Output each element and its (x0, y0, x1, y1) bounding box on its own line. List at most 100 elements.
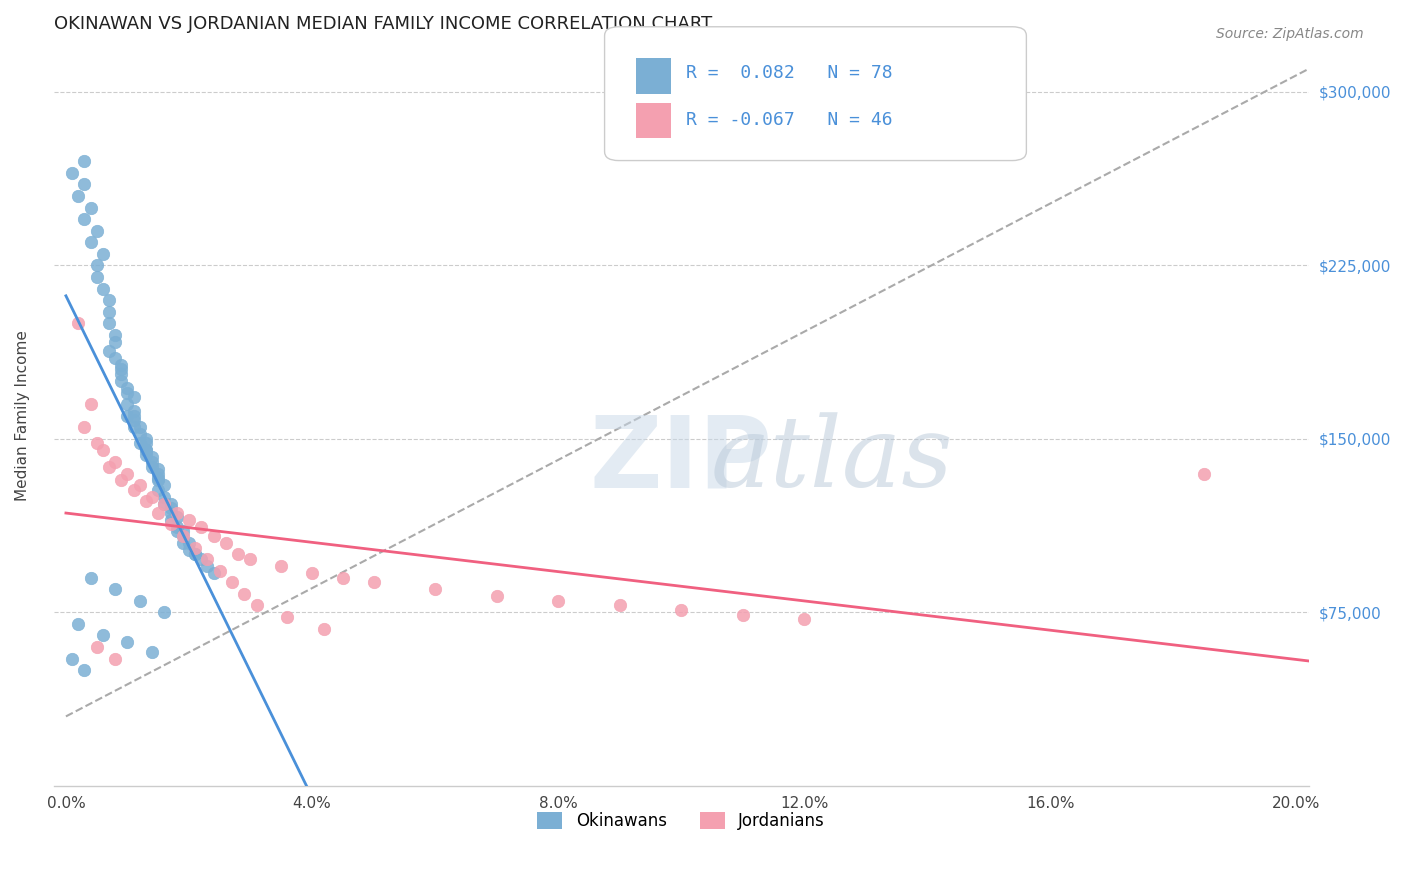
Point (172, 524, 194, 539)
Point (98, 304, 121, 318)
Point (239, 552, 262, 566)
Point (135, 436, 157, 450)
Point (117, 381, 139, 395)
Point (122, 404, 145, 418)
Point (215, 536, 238, 550)
Point (91, 628, 114, 642)
Point (233, 587, 256, 601)
Point (332, 571, 354, 585)
Point (148, 471, 170, 485)
Point (128, 478, 150, 492)
Point (128, 593, 150, 607)
Point (110, 358, 132, 372)
Point (110, 362, 132, 376)
Text: ZIP: ZIP (589, 411, 773, 508)
Point (148, 483, 170, 497)
Point (1192, 467, 1215, 481)
Point (98, 343, 121, 358)
Point (104, 582, 127, 597)
Point (184, 548, 207, 562)
Text: atlas: atlas (710, 412, 953, 508)
Point (159, 513, 181, 527)
Point (153, 497, 176, 511)
Point (153, 478, 176, 492)
Point (141, 645, 163, 659)
Point (73, 420, 96, 434)
Point (67, 316, 90, 330)
Point (190, 520, 212, 534)
Point (110, 474, 132, 488)
Point (208, 564, 231, 578)
Legend: Okinawans, Jordanians: Okinawans, Jordanians (530, 805, 832, 837)
Point (141, 490, 163, 504)
Point (159, 506, 181, 520)
Point (91, 281, 114, 295)
Point (67, 616, 90, 631)
Point (79, 201, 101, 215)
Point (172, 529, 194, 543)
Point (226, 548, 249, 562)
Point (148, 462, 170, 476)
Point (86, 436, 108, 450)
Point (166, 510, 188, 524)
Point (177, 536, 200, 550)
Point (135, 432, 157, 446)
Point (86, 269, 108, 284)
Point (159, 497, 181, 511)
Point (547, 593, 569, 607)
Point (141, 459, 163, 474)
Point (177, 542, 200, 557)
Point (79, 397, 101, 411)
Point (363, 575, 385, 590)
Point (86, 640, 108, 654)
Point (122, 483, 145, 497)
Point (731, 607, 754, 622)
Point (423, 582, 446, 597)
Point (104, 351, 127, 365)
Point (148, 474, 170, 488)
Point (166, 524, 188, 539)
Point (314, 622, 336, 636)
Point (148, 467, 170, 481)
Point (246, 599, 269, 613)
Point (91, 443, 114, 458)
Point (104, 327, 127, 342)
Point (202, 566, 225, 580)
Point (104, 455, 127, 469)
Point (122, 409, 145, 423)
Point (184, 541, 207, 555)
Point (122, 413, 145, 427)
Point (135, 494, 157, 508)
Point (184, 548, 207, 562)
Point (128, 436, 150, 450)
Point (117, 385, 139, 400)
Point (153, 605, 176, 619)
Point (172, 529, 194, 543)
Point (110, 374, 132, 388)
Point (122, 390, 145, 404)
Point (117, 397, 139, 411)
Point (276, 610, 298, 624)
Point (91, 247, 114, 261)
Point (73, 212, 96, 227)
Point (73, 663, 96, 677)
Point (221, 575, 243, 590)
Text: R = -0.067   N = 46: R = -0.067 N = 46 (686, 112, 893, 129)
Point (117, 409, 139, 423)
Point (793, 612, 815, 626)
Point (73, 154, 96, 169)
Point (98, 459, 121, 474)
Point (98, 316, 121, 330)
Point (135, 443, 157, 458)
Point (153, 497, 176, 511)
Text: OKINAWAN VS JORDANIAN MEDIAN FAMILY INCOME CORRELATION CHART: OKINAWAN VS JORDANIAN MEDIAN FAMILY INCO… (53, 15, 711, 33)
Point (166, 520, 188, 534)
Point (117, 635, 139, 649)
Point (67, 189, 90, 203)
Point (135, 443, 157, 458)
Point (197, 559, 219, 574)
Point (485, 589, 508, 603)
Point (86, 259, 108, 273)
Point (79, 235, 101, 250)
Text: Source: ZipAtlas.com: Source: ZipAtlas.com (1216, 27, 1364, 41)
